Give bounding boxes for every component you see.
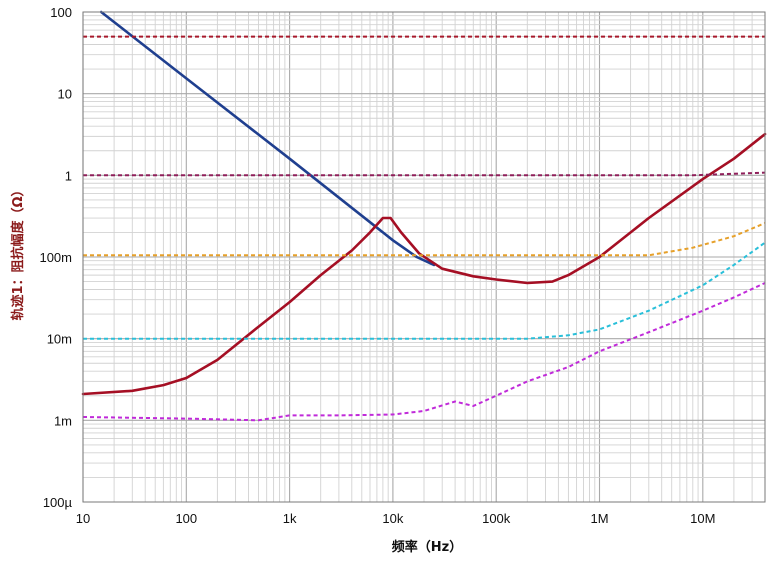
series-line-1 [99,10,436,267]
series-line-5 [83,222,766,257]
x-axis-title: 频率（Hz） [392,539,462,555]
x-tick-label: 100k [482,511,511,526]
y-tick-label: 100m [39,250,72,265]
y-tick-label: 10m [47,332,72,347]
y-axis-title: 轨迹1：阻抗幅度（Ω） [10,183,26,320]
series-layer [81,10,767,422]
series-line-7 [82,282,766,422]
x-tick-labels: 10 100 1k 10k 100k 1M 10M [76,511,716,526]
x-tick-label: 10 [76,511,90,526]
x-tick-label: 100 [175,511,197,526]
y-tick-label: 1 [65,168,72,183]
y-tick-label: 100 [50,5,72,20]
axes [82,11,766,503]
y-tick-label: 1m [54,413,72,428]
series-line-4 [83,171,766,177]
x-tick-label: 10k [382,511,403,526]
y-tick-label: 10 [58,87,72,102]
y-tick-labels: 100 10 1 100m 10m 1m 100µ [39,5,72,510]
x-tick-label: 1k [283,511,297,526]
series-line-6 [83,241,766,340]
y-tick-label: 100µ [43,495,73,510]
series-line-2 [81,132,767,396]
plot-frame [82,11,766,503]
x-tick-label: 10M [690,511,715,526]
x-tick-label: 1M [590,511,608,526]
